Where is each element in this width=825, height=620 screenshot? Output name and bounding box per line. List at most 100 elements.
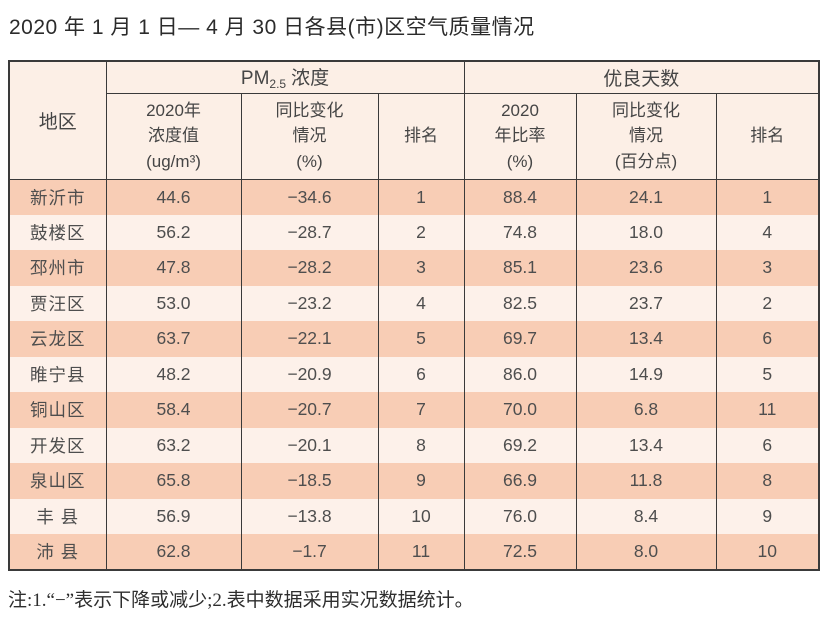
pm-value-cell: 63.7 <box>105 321 242 357</box>
header-pm-change: 同比变化 情况 (%) <box>240 93 379 180</box>
good-ratio-cell: 69.2 <box>463 427 577 463</box>
pm-change-cell: −28.7 <box>240 214 379 250</box>
table-row: 鼓楼区 56.2 −28.7 2 74.8 18.0 4 <box>8 214 820 250</box>
pm-value-cell: 47.8 <box>105 250 242 286</box>
pm-rank-cell: 7 <box>377 392 465 428</box>
pm-rank-cell: 10 <box>377 498 465 534</box>
good-change-cell: 6.8 <box>575 392 717 428</box>
pm-change-cell: −18.5 <box>240 463 379 499</box>
region-cell: 新沂市 <box>8 179 107 215</box>
pm-rank-cell: 1 <box>377 179 465 215</box>
pm-rank-cell: 2 <box>377 214 465 250</box>
pm-value-cell: 48.2 <box>105 356 242 392</box>
table-header: 地区 PM2.5 浓度 优良天数 2020年 浓度值 (ug/m³) 同比变化 情… <box>8 61 820 180</box>
pm-rank-cell: 8 <box>377 427 465 463</box>
good-rank-cell: 3 <box>715 250 820 286</box>
table-row: 开发区 63.2 −20.1 8 69.2 13.4 6 <box>8 427 820 463</box>
region-cell: 邳州市 <box>8 250 107 286</box>
header-pm-value: 2020年 浓度值 (ug/m³) <box>105 93 242 180</box>
pm-change-cell: −23.2 <box>240 285 379 321</box>
air-quality-table: 地区 PM2.5 浓度 优良天数 2020年 浓度值 (ug/m³) 同比变化 情… <box>8 60 821 571</box>
header-region: 地区 <box>8 61 107 180</box>
good-ratio-cell: 72.5 <box>463 534 577 570</box>
good-ratio-cell: 85.1 <box>463 250 577 286</box>
good-ratio-cell: 74.8 <box>463 214 577 250</box>
good-ratio-cell: 70.0 <box>463 392 577 428</box>
good-rank-cell: 9 <box>715 498 820 534</box>
pm-value-cell: 63.2 <box>105 427 242 463</box>
region-cell: 泉山区 <box>8 463 107 499</box>
pm-rank-cell: 11 <box>377 534 465 570</box>
good-ratio-cell: 86.0 <box>463 356 577 392</box>
good-rank-cell: 6 <box>715 427 820 463</box>
pm-value-cell: 65.8 <box>105 463 242 499</box>
good-ratio-cell: 82.5 <box>463 285 577 321</box>
pm-value-cell: 53.0 <box>105 285 242 321</box>
header-pm-rank: 排名 <box>377 93 465 180</box>
good-rank-cell: 8 <box>715 463 820 499</box>
region-cell: 开发区 <box>8 427 107 463</box>
good-change-cell: 8.4 <box>575 498 717 534</box>
good-change-cell: 14.9 <box>575 356 717 392</box>
pm-value-cell: 62.8 <box>105 534 242 570</box>
table-row: 铜山区 58.4 −20.7 7 70.0 6.8 11 <box>8 392 820 428</box>
pm25-label: PM <box>240 68 270 90</box>
good-change-cell: 13.4 <box>575 321 717 357</box>
good-rank-cell: 4 <box>715 214 820 250</box>
pm-change-cell: −34.6 <box>240 179 379 215</box>
header-good-rank: 排名 <box>715 93 820 180</box>
good-rank-cell: 2 <box>715 285 820 321</box>
region-cell: 睢宁县 <box>8 356 107 392</box>
pm-value-cell: 44.6 <box>105 179 242 215</box>
region-cell: 沛 县 <box>8 534 107 570</box>
good-change-cell: 24.1 <box>575 179 717 215</box>
pm-change-cell: −1.7 <box>240 534 379 570</box>
good-rank-cell: 6 <box>715 321 820 357</box>
good-change-cell: 23.6 <box>575 250 717 286</box>
pm-rank-cell: 3 <box>377 250 465 286</box>
good-change-cell: 11.8 <box>575 463 717 499</box>
region-cell: 云龙区 <box>8 321 107 357</box>
region-cell: 丰 县 <box>8 498 107 534</box>
table-row: 丰 县 56.9 −13.8 10 76.0 8.4 9 <box>8 498 820 534</box>
region-cell: 贾汪区 <box>8 285 107 321</box>
table-row: 睢宁县 48.2 −20.9 6 86.0 14.9 5 <box>8 356 820 392</box>
table-row: 沛 县 62.8 −1.7 11 72.5 8.0 10 <box>8 534 820 570</box>
header-group-pm25: PM2.5 浓度 <box>105 61 465 94</box>
table-row: 贾汪区 53.0 −23.2 4 82.5 23.7 2 <box>8 285 820 321</box>
region-cell: 鼓楼区 <box>8 214 107 250</box>
table-row: 新沂市 44.6 −34.6 1 88.4 24.1 1 <box>8 179 820 215</box>
footnote: 注:1.“−”表示下降或减少;2.表中数据采用实况数据统计。 <box>8 590 474 611</box>
header-group-good-days: 优良天数 <box>463 61 820 94</box>
group-header-row: 地区 PM2.5 浓度 优良天数 <box>8 61 820 180</box>
good-ratio-cell: 88.4 <box>463 179 577 215</box>
good-change-cell: 23.7 <box>575 285 717 321</box>
good-change-cell: 18.0 <box>575 214 717 250</box>
good-ratio-cell: 66.9 <box>463 463 577 499</box>
pm-value-cell: 58.4 <box>105 392 242 428</box>
pm-value-cell: 56.9 <box>105 498 242 534</box>
good-rank-cell: 11 <box>715 392 820 428</box>
good-change-cell: 13.4 <box>575 427 717 463</box>
pm-change-cell: −22.1 <box>240 321 379 357</box>
good-rank-cell: 1 <box>715 179 820 215</box>
pm-rank-cell: 4 <box>377 285 465 321</box>
pm-value-cell: 56.2 <box>105 214 242 250</box>
pm-change-cell: −20.7 <box>240 392 379 428</box>
good-ratio-cell: 76.0 <box>463 498 577 534</box>
pm-change-cell: −20.9 <box>240 356 379 392</box>
pm-change-cell: −20.1 <box>240 427 379 463</box>
pm-rank-cell: 5 <box>377 321 465 357</box>
pm-change-cell: −28.2 <box>240 250 379 286</box>
pm25-concentration-label: 浓度 <box>291 68 330 90</box>
header-good-ratio: 2020 年比率 (%) <box>463 93 577 180</box>
pm25-subscript: 2.5 <box>269 77 287 92</box>
good-rank-cell: 5 <box>715 356 820 392</box>
table-body: 新沂市 44.6 −34.6 1 88.4 24.1 1 鼓楼区 56.2 −2… <box>8 179 820 570</box>
region-cell: 铜山区 <box>8 392 107 428</box>
table-row: 云龙区 63.7 −22.1 5 69.7 13.4 6 <box>8 321 820 357</box>
page-title: 2020 年 1 月 1 日— 4 月 30 日各县(市)区空气质量情况 <box>9 16 535 39</box>
table-row: 泉山区 65.8 −18.5 9 66.9 11.8 8 <box>8 463 820 499</box>
good-ratio-cell: 69.7 <box>463 321 577 357</box>
good-rank-cell: 10 <box>715 534 820 570</box>
